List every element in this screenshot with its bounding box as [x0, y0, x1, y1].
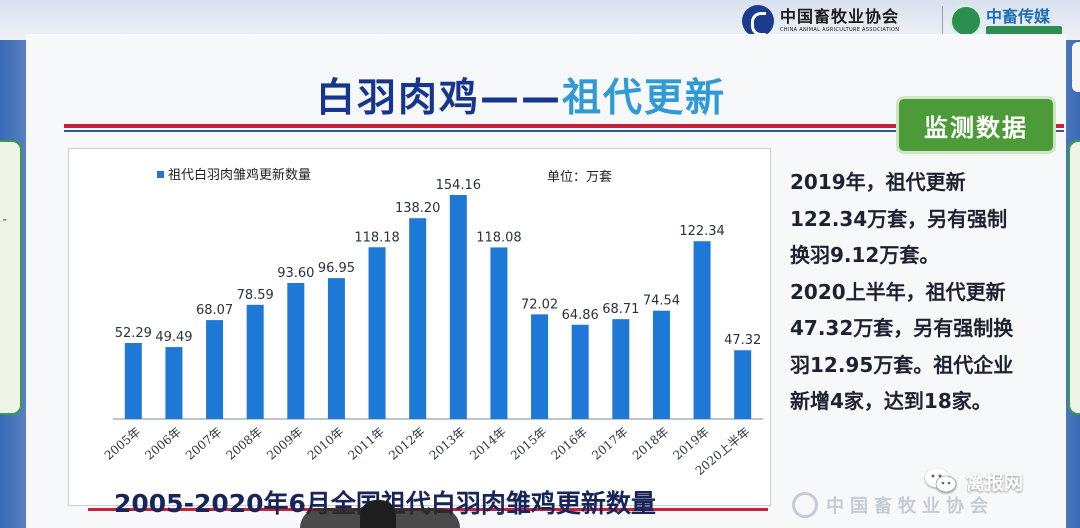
data-label: 72.02: [521, 297, 558, 312]
x-tick-label: 2005年: [102, 425, 144, 463]
legend-swatch: [157, 171, 164, 178]
media-logo-icon: [950, 5, 982, 37]
slide-title-main: 白羽肉鸡: [316, 76, 481, 121]
data-label: 122.34: [679, 224, 725, 239]
bar: [165, 347, 183, 419]
title-divider: [64, 124, 1064, 128]
right-side-card-top: [1072, 42, 1080, 92]
summary-text: 2019年，祖代更新 122.34万套，另有强制 换羽9.12万套。 2020上…: [790, 164, 1080, 420]
data-label: 68.71: [602, 302, 639, 317]
left-side-card: ⁃: [0, 140, 22, 415]
x-tick-label: 2012年: [386, 425, 428, 463]
wechat-account-name: 禽报网: [966, 471, 1024, 494]
data-label: 93.60: [277, 266, 314, 281]
audience-head: [360, 500, 396, 528]
x-tick-label: 2006年: [142, 425, 184, 463]
data-label: 74.54: [643, 294, 680, 309]
x-tick-label: 2013年: [427, 425, 469, 463]
wechat-watermark: 禽报网: [924, 466, 1023, 496]
media-name: 中畜传媒: [986, 6, 1051, 26]
x-tick-label: 2014年: [467, 425, 509, 463]
bar: [490, 247, 508, 419]
bar: [693, 241, 711, 419]
data-label: 138.20: [395, 201, 441, 216]
unit-label: 单位：万套: [547, 169, 612, 185]
association-logo-icon: [742, 5, 774, 37]
bar: [246, 304, 264, 419]
x-tick-label: 2011年: [345, 425, 387, 463]
data-label: 118.18: [354, 230, 400, 245]
x-tick-label: 2008年: [224, 425, 266, 463]
monitoring-data-badge: 监测数据: [896, 96, 1056, 154]
bar-chart: 祖代白羽肉雏鸡更新数量 单位：万套 52.29 2005年 49.49 2006年 68.0…: [102, 167, 763, 478]
data-label: 47.32: [724, 333, 761, 348]
x-tick-label: 2015年: [508, 425, 550, 463]
bar: [206, 320, 224, 419]
footer-association-name: 中国畜牧业协会: [826, 496, 994, 517]
footer-association-logo: 中国畜牧业协会: [792, 490, 994, 520]
x-tick-label: 2010年: [305, 425, 347, 463]
bar: [531, 314, 549, 419]
bar: [368, 247, 386, 419]
bar: [409, 218, 427, 419]
slide-title-sub: 祖代更新: [562, 76, 727, 121]
slide-title: 白羽肉鸡——祖代更新: [316, 76, 726, 122]
data-label: 49.49: [155, 330, 192, 345]
x-tick-label: 2018年: [630, 425, 672, 463]
bar: [327, 278, 345, 419]
media-logo-bar: [986, 25, 1062, 35]
bar-chart-panel: 祖代白羽肉雏鸡更新数量 单位：万套 52.29 2005年 49.49 2006年 68.0…: [68, 148, 771, 506]
title-divider-blue: [64, 130, 1064, 132]
data-label: 154.16: [436, 178, 482, 193]
slide-title-dash: ——: [480, 76, 563, 121]
data-label: 68.07: [196, 303, 233, 318]
presentation-slide: 白羽肉鸡——祖代更新 监测数据 祖代白羽肉雏鸡更新数量 单位：万套 52.29 200…: [26, 34, 1066, 528]
data-label: 78.59: [237, 288, 274, 303]
footer-association-mark: [792, 492, 818, 518]
bar: [449, 195, 467, 419]
wechat-icon: [925, 468, 957, 493]
stage-top-banner: [0, 0, 1080, 40]
x-tick-label: 2009年: [264, 425, 306, 463]
legend-label: 祖代白羽肉雏鸡更新数量: [168, 167, 311, 183]
summary-paragraph-2019: 2019年，祖代更新 122.34万套，另有强制 换羽9.12万套。: [790, 170, 1008, 267]
association-name: 中国畜牧业协会: [780, 7, 900, 26]
bar: [287, 282, 305, 419]
association-name-en: CHINA ANIMAL AGRICULTURE ASSOCIATION: [780, 27, 900, 33]
data-label: 118.08: [476, 230, 522, 245]
association-logo: 中国畜牧业协会 CHINA ANIMAL AGRICULTURE ASSOCIA…: [742, 4, 899, 38]
bar: [571, 324, 589, 419]
bar: [124, 343, 142, 419]
x-tick-label: 2007年: [183, 425, 225, 463]
x-tick-label: 2016年: [549, 425, 591, 463]
bar: [612, 319, 630, 419]
logo-divider: [942, 6, 943, 36]
summary-paragraph-2020: 2020上半年，祖代更新 47.32万套，另有强制换 羽12.95万套。祖代企业…: [790, 279, 1014, 414]
data-label: 64.86: [562, 308, 599, 323]
left-card-mark: ⁃: [2, 214, 8, 227]
data-label: 96.95: [318, 261, 355, 276]
bar: [652, 310, 670, 419]
right-side-card: [1068, 140, 1080, 415]
data-label: 52.29: [115, 326, 152, 341]
x-tick-label: 2017年: [589, 425, 631, 463]
bar: [734, 350, 752, 419]
